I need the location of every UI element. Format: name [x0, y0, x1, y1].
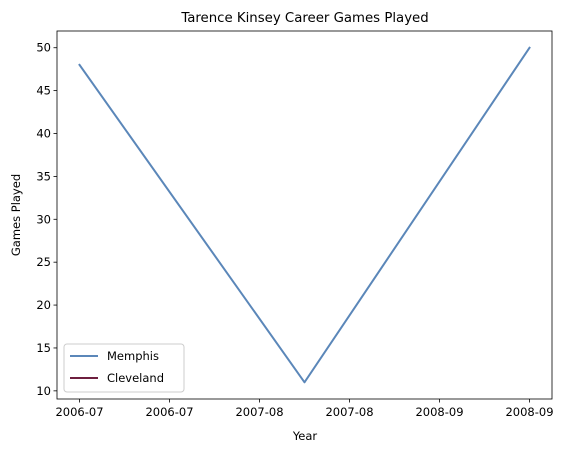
x-tick-label: 2007-08	[235, 405, 283, 419]
x-axis-label: Year	[292, 429, 318, 443]
plot-area	[80, 48, 530, 383]
x-axis: 2006-07 2006-07 2007-08 2007-08 2008-09 2008-…	[55, 399, 553, 419]
y-tick-label: 30	[36, 212, 51, 226]
y-tick-label: 15	[36, 341, 51, 355]
x-tick-label: 2008-09	[415, 405, 463, 419]
y-tick-label: 50	[36, 41, 51, 55]
x-tick-label: 2006-07	[55, 405, 103, 419]
x-tick-label: 2007-08	[325, 405, 373, 419]
legend-label: Memphis	[107, 349, 159, 363]
legend-label: Cleveland	[107, 371, 164, 385]
y-axis-label: Games Played	[9, 174, 23, 256]
y-tick-label: 10	[36, 384, 51, 398]
x-tick-label: 2008-09	[505, 405, 553, 419]
y-tick-label: 35	[36, 169, 51, 183]
y-tick-label: 45	[36, 84, 51, 98]
x-tick-label: 2006-07	[145, 405, 193, 419]
y-tick-label: 20	[36, 298, 51, 312]
y-tick-label: 40	[36, 127, 51, 141]
y-axis: 10 15 20 25 30 35 40 45 50	[36, 41, 57, 398]
legend: Memphis Cleveland	[64, 344, 184, 392]
series-line-memphis	[80, 48, 530, 383]
y-tick-label: 25	[36, 255, 51, 269]
chart-title: Tarence Kinsey Career Games Played	[180, 11, 428, 26]
